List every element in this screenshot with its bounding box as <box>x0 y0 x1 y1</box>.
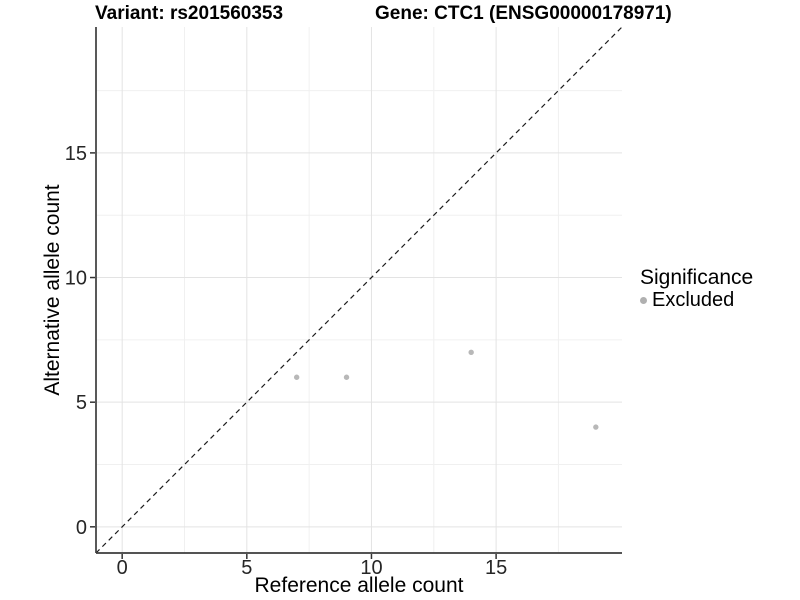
plot-title-gene: Gene: CTC1 (ENSG00000178971) <box>375 3 672 24</box>
x-tick-label: 15 <box>485 557 507 579</box>
x-tick-label: 10 <box>360 557 382 579</box>
legend-title: Significance <box>640 266 754 289</box>
y-tick-label: 15 <box>65 143 87 165</box>
y-tick-label: 5 <box>76 392 87 414</box>
y-tick-label: 10 <box>65 268 87 290</box>
data-point <box>593 424 599 430</box>
plot-title-variant: Variant: rs201560353 <box>95 3 284 24</box>
excluded-point-icon <box>640 296 647 304</box>
x-tick-label: 0 <box>117 557 128 579</box>
data-point <box>343 374 350 380</box>
y-axis-title: Alternative allele count <box>41 184 64 396</box>
identity-line <box>95 26 623 554</box>
x-tick-label: 5 <box>241 557 252 579</box>
legend-item-excluded: Excluded <box>640 289 753 311</box>
y-tick-label: 0 <box>76 517 87 539</box>
legend: Significance Excluded <box>640 266 753 311</box>
x-axis-title: Reference allele count <box>254 574 464 597</box>
legend-item-label: Excluded <box>652 289 735 311</box>
data-point <box>293 374 300 380</box>
data-point <box>468 349 474 356</box>
